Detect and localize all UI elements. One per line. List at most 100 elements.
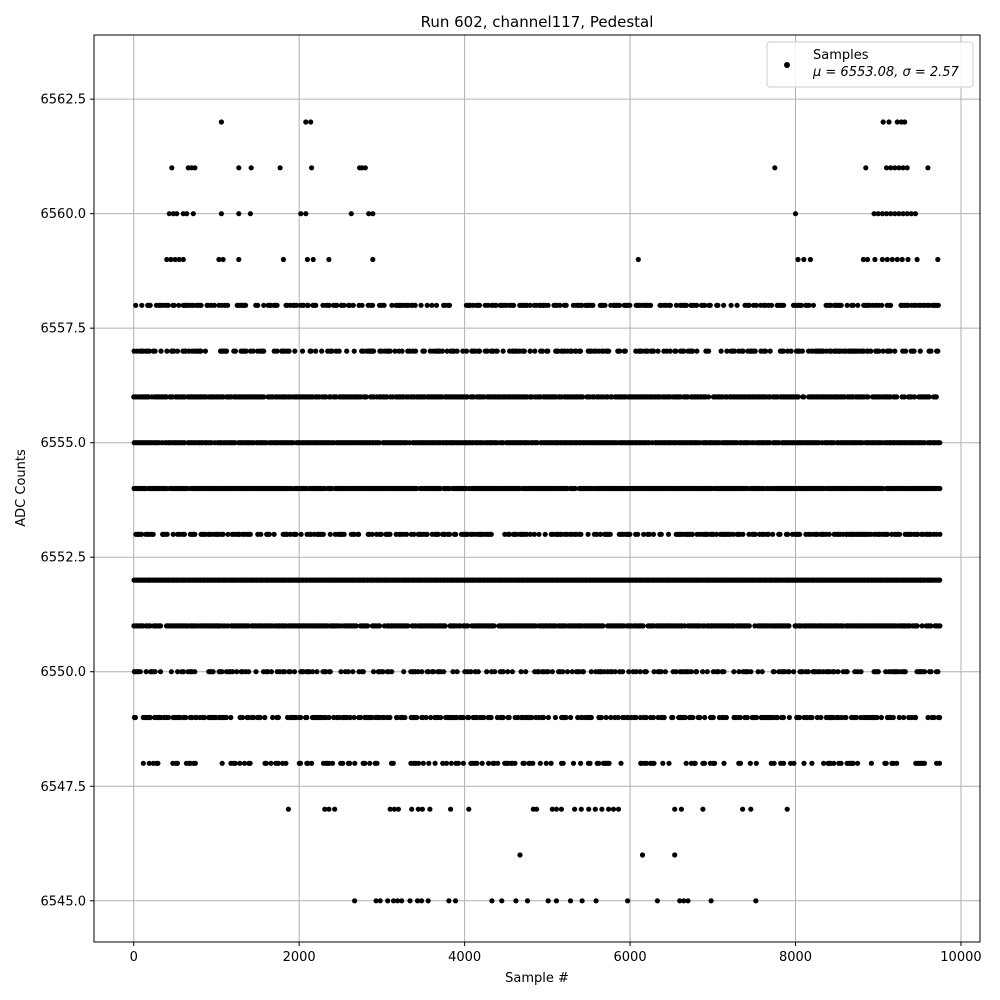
data-point [294, 302, 300, 308]
data-point [694, 348, 700, 354]
data-point [730, 531, 736, 537]
data-point [643, 669, 649, 675]
data-point [169, 165, 175, 171]
data-point [608, 714, 614, 721]
data-point [774, 714, 780, 721]
x-tick-label: 10000 [940, 950, 981, 965]
data-point [232, 348, 238, 354]
data-point [689, 531, 695, 537]
data-point [255, 302, 261, 308]
x-tick-label: 6000 [614, 950, 647, 965]
data-point [853, 714, 860, 721]
data-point [413, 348, 419, 354]
data-point [425, 898, 431, 904]
data-point [320, 531, 326, 537]
data-point [304, 256, 310, 263]
data-point [164, 531, 170, 537]
data-point [527, 302, 533, 308]
data-point [387, 348, 393, 354]
data-point [219, 760, 225, 766]
data-point [780, 348, 787, 354]
data-point [879, 211, 886, 217]
data-point [139, 302, 145, 308]
data-point [615, 806, 622, 812]
data-point [879, 256, 886, 263]
data-point [529, 714, 535, 721]
data-point [423, 714, 429, 721]
data-point [534, 806, 540, 812]
data-point [620, 669, 626, 675]
data-point [552, 714, 559, 721]
data-point [713, 531, 720, 537]
data-point [724, 348, 730, 354]
data-point [236, 211, 242, 217]
data-point [521, 348, 528, 354]
data-point [587, 760, 593, 766]
data-point [801, 256, 807, 263]
data-point [168, 669, 174, 675]
data-point [332, 806, 338, 812]
data-point [911, 348, 917, 354]
data-point [353, 623, 359, 629]
data-point [921, 760, 928, 766]
data-point [298, 211, 304, 217]
data-point [419, 806, 425, 812]
data-point [192, 669, 198, 675]
data-point [430, 669, 437, 675]
data-point [880, 348, 886, 354]
data-point [721, 760, 727, 766]
data-point [926, 394, 932, 400]
data-point [772, 165, 778, 171]
data-point [577, 348, 584, 354]
data-point [428, 714, 434, 721]
data-point [435, 531, 441, 537]
data-point [586, 806, 592, 812]
data-point [801, 394, 807, 400]
data-point [780, 714, 787, 721]
data-point [165, 714, 172, 721]
data-point [210, 669, 216, 675]
data-point [795, 394, 801, 400]
data-point [374, 760, 380, 766]
data-point [826, 531, 832, 537]
data-point [661, 714, 667, 721]
data-point [914, 623, 920, 629]
data-point [843, 714, 849, 721]
data-point [606, 348, 612, 354]
data-point [225, 302, 231, 308]
data-point [635, 256, 641, 263]
data-point [143, 669, 149, 675]
data-point [329, 760, 336, 766]
data-point [489, 898, 495, 904]
data-point [521, 760, 528, 766]
data-point [184, 211, 190, 217]
data-point [799, 348, 806, 354]
data-point [352, 898, 358, 904]
data-point [875, 211, 881, 217]
data-point [931, 714, 937, 721]
data-point [137, 669, 143, 675]
data-point [291, 669, 298, 675]
data-point [524, 898, 531, 904]
data-point [563, 714, 569, 721]
data-point [626, 669, 632, 675]
data-point [786, 714, 793, 721]
data-point [395, 806, 401, 812]
data-point [706, 394, 712, 400]
data-point [351, 714, 357, 721]
data-point [874, 714, 880, 721]
data-point [465, 623, 471, 629]
data-point [650, 714, 657, 721]
data-point [667, 348, 673, 354]
data-point [888, 165, 894, 171]
data-point [744, 714, 751, 721]
plot-frame [93, 34, 981, 943]
data-point [627, 531, 633, 537]
data-point [220, 531, 226, 537]
data-point [218, 211, 224, 217]
data-point [314, 669, 320, 675]
data-point [345, 669, 351, 675]
data-point [248, 165, 254, 171]
data-point [377, 623, 383, 629]
data-point [326, 256, 332, 263]
